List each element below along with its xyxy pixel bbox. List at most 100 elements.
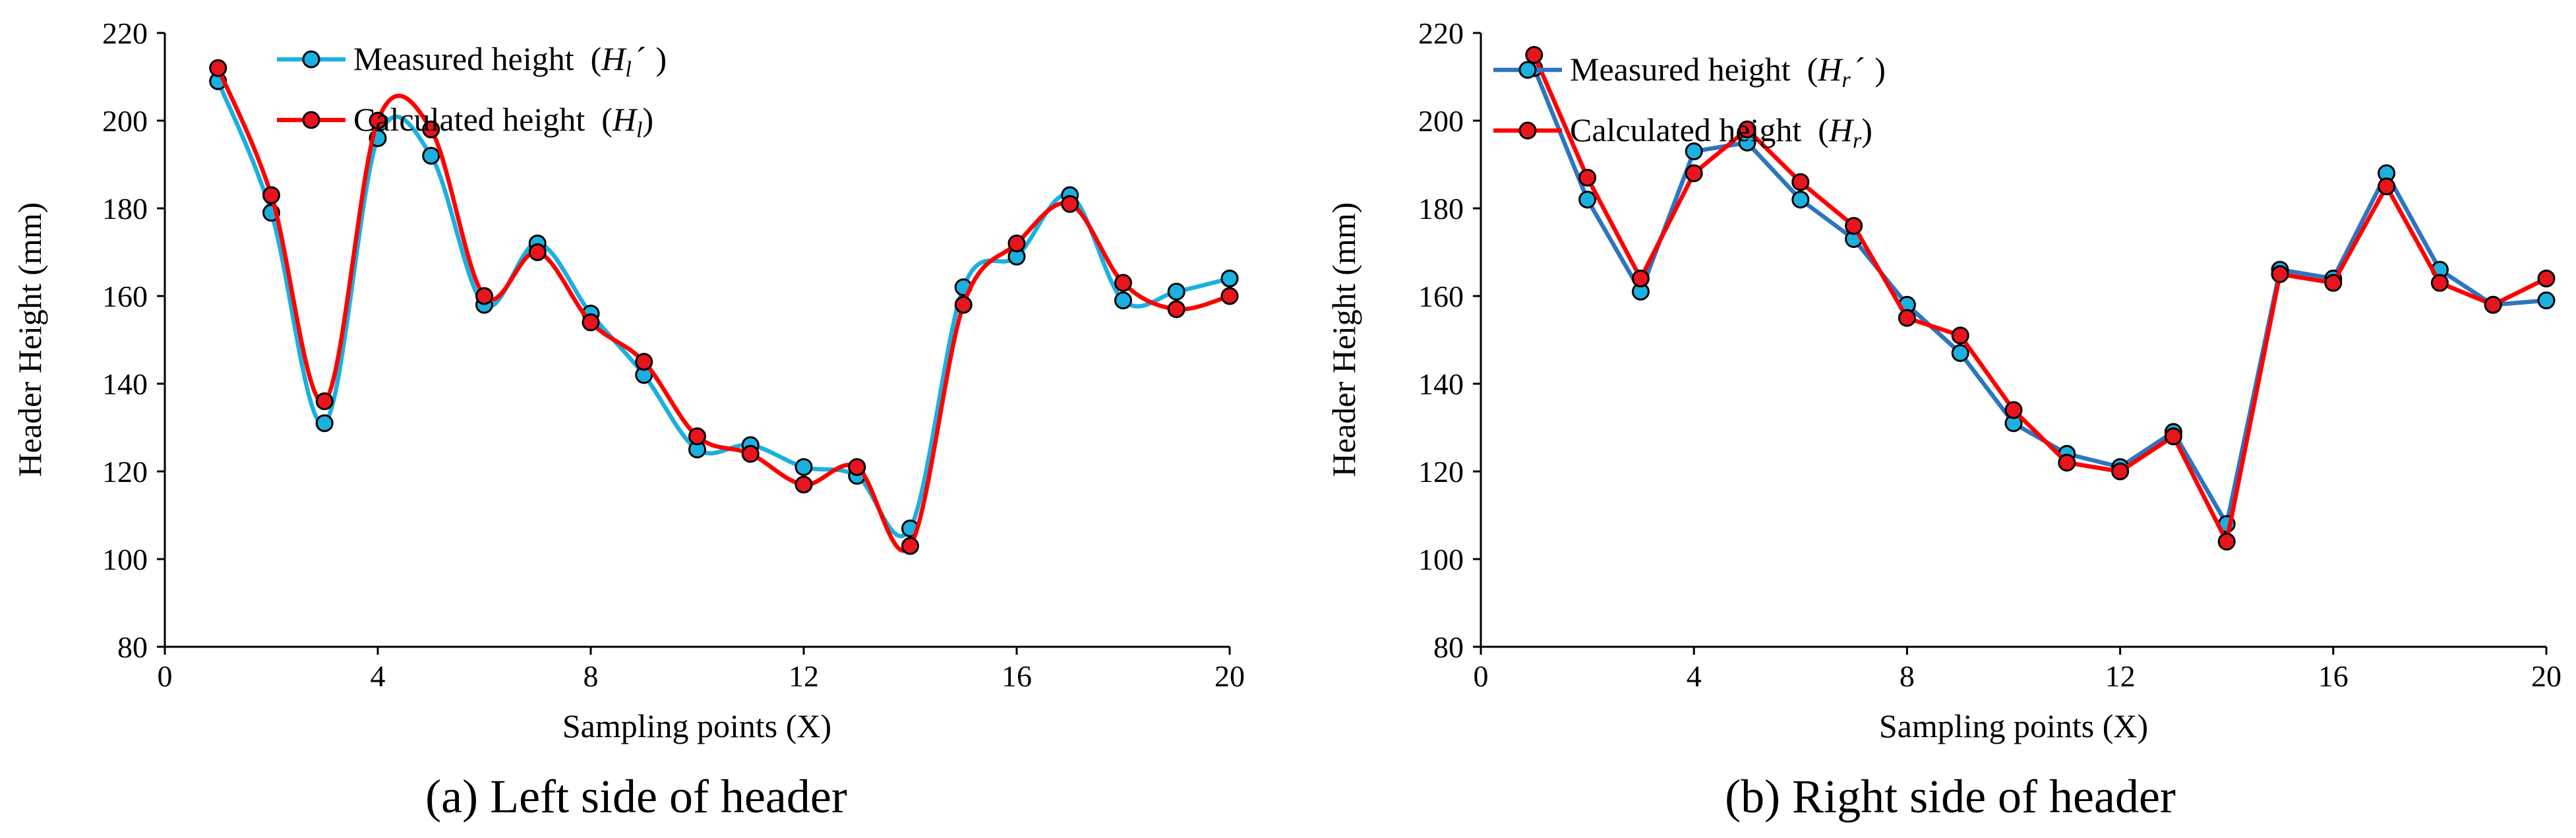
x-tick-label: 16 — [1002, 659, 1032, 693]
x-axis-title: Sampling points (X) — [1879, 707, 2148, 744]
x-axis-title: Sampling points (X) — [562, 707, 831, 744]
y-tick-label: 200 — [1418, 104, 1464, 138]
legend-item-calculated: Calculated height (Hr) — [1493, 111, 1872, 153]
x-ticks: 0 4 8 12 16 20 — [1474, 647, 2561, 693]
data-point — [741, 444, 760, 463]
y-tick-label: 120 — [102, 455, 148, 489]
axes-right — [1480, 33, 2546, 648]
legend-marker — [302, 111, 320, 129]
y-tick-label: 140 — [1418, 367, 1464, 401]
data-point — [1845, 217, 1863, 235]
data-point — [1167, 300, 1185, 318]
chart-panel-right: 80 100 120 140 160 180 200 220 0 4 8 12 16 20 Sampli… — [1288, 0, 2575, 838]
series-line — [1532, 53, 2549, 544]
axes-left — [164, 33, 1230, 648]
data-point — [2271, 265, 2289, 284]
data-point — [1685, 164, 1703, 183]
data-point — [1061, 195, 1079, 213]
data-point — [1007, 234, 1026, 253]
data-point — [1898, 309, 1916, 327]
x-tick-label: 4 — [371, 659, 386, 693]
data-point — [901, 537, 919, 555]
data-point — [954, 295, 973, 314]
data-point — [2537, 269, 2556, 287]
series-measured — [209, 72, 1239, 539]
data-point — [422, 120, 440, 138]
data-point — [1631, 269, 1650, 287]
data-point — [1114, 274, 1132, 292]
legend-label: Calculated height (Hl) — [353, 101, 653, 142]
legend-left: Measured height (Hl ´) Calculated height (… — [277, 40, 667, 142]
y-tick-label: 140 — [102, 367, 148, 401]
series-layer — [1525, 45, 2556, 551]
legend-marker — [1518, 121, 1537, 140]
series-calculated — [1525, 45, 2556, 551]
data-point — [528, 243, 547, 261]
x-tick-label: 0 — [158, 659, 173, 693]
x-tick-label: 12 — [789, 659, 819, 693]
data-point — [2537, 291, 2556, 310]
y-tick-label: 100 — [102, 543, 148, 576]
y-tick-label: 220 — [1418, 16, 1464, 50]
series-layer — [209, 59, 1239, 555]
data-point — [1791, 173, 1810, 191]
data-point — [1738, 120, 1756, 138]
data-point — [422, 146, 440, 165]
series-line — [216, 78, 1232, 539]
data-point — [209, 59, 227, 77]
y-tick-label: 180 — [1418, 192, 1464, 225]
data-point — [2484, 295, 2502, 314]
data-point — [1114, 291, 1132, 310]
y-tick-label: 80 — [1433, 630, 1464, 664]
y-tick-label: 160 — [1418, 280, 1464, 313]
data-point — [315, 414, 334, 433]
data-point — [688, 427, 706, 446]
data-point — [2378, 177, 2396, 196]
data-point — [262, 186, 280, 204]
y-tick-label: 180 — [102, 192, 148, 225]
data-point — [794, 458, 813, 476]
data-point — [1951, 344, 1969, 362]
x-ticks: 0 4 8 12 16 20 — [158, 647, 1245, 693]
y-tick-label: 80 — [117, 630, 148, 664]
x-tick-label: 4 — [1687, 659, 1702, 693]
legend-marker — [302, 50, 320, 69]
data-point — [1685, 142, 1703, 161]
legend-right: Measured height (Hr ´) Calculated height (… — [1493, 51, 1886, 153]
data-point — [1578, 191, 1597, 209]
y-ticks: 80 100 120 140 160 180 200 220 — [102, 16, 165, 664]
legend-item-calculated: Calculated height (Hl) — [277, 101, 653, 142]
data-point — [1167, 282, 1185, 301]
data-point — [2004, 401, 2023, 419]
data-point — [2111, 462, 2130, 481]
x-tick-label: 12 — [2105, 659, 2136, 693]
data-point — [2324, 274, 2343, 292]
data-point — [1578, 168, 1597, 187]
data-point — [2058, 454, 2076, 472]
y-tick-label: 160 — [102, 280, 148, 313]
data-point — [582, 313, 600, 332]
legend-item-measured: Measured height (Hl ´) — [277, 40, 667, 82]
legend-label: Measured height (Hl ´) — [353, 40, 667, 82]
data-point — [475, 287, 493, 305]
legend-item-measured: Measured height (Hr ´) — [1493, 51, 1886, 92]
y-tick-label: 220 — [102, 16, 148, 50]
chart-right: 80 100 120 140 160 180 200 220 0 4 8 12 16 20 Sampli… — [1325, 16, 2561, 823]
y-tick-label: 120 — [1418, 455, 1464, 489]
y-tick-label: 100 — [1418, 543, 1464, 576]
legend-marker — [1518, 61, 1537, 79]
data-point — [635, 353, 653, 371]
data-point — [369, 111, 387, 130]
data-point — [2430, 274, 2449, 292]
panel-caption: (a) Left side of header — [425, 770, 847, 823]
chart-left: 80 100 120 140 160 180 200 220 0 4 8 12 16 20 Sampli… — [11, 16, 1245, 823]
data-point — [848, 458, 866, 476]
data-point — [1220, 287, 1239, 305]
y-axis-title: Header Height (mm) — [1325, 202, 1362, 477]
data-point — [2164, 427, 2182, 446]
y-tick-label: 200 — [102, 104, 148, 138]
y-axis-title: Header Height (mm) — [11, 202, 48, 477]
legend-label: Calculated height (Hr) — [1570, 111, 1872, 153]
legend-label: Measured height (Hr ´) — [1570, 51, 1886, 92]
data-point — [315, 392, 334, 411]
